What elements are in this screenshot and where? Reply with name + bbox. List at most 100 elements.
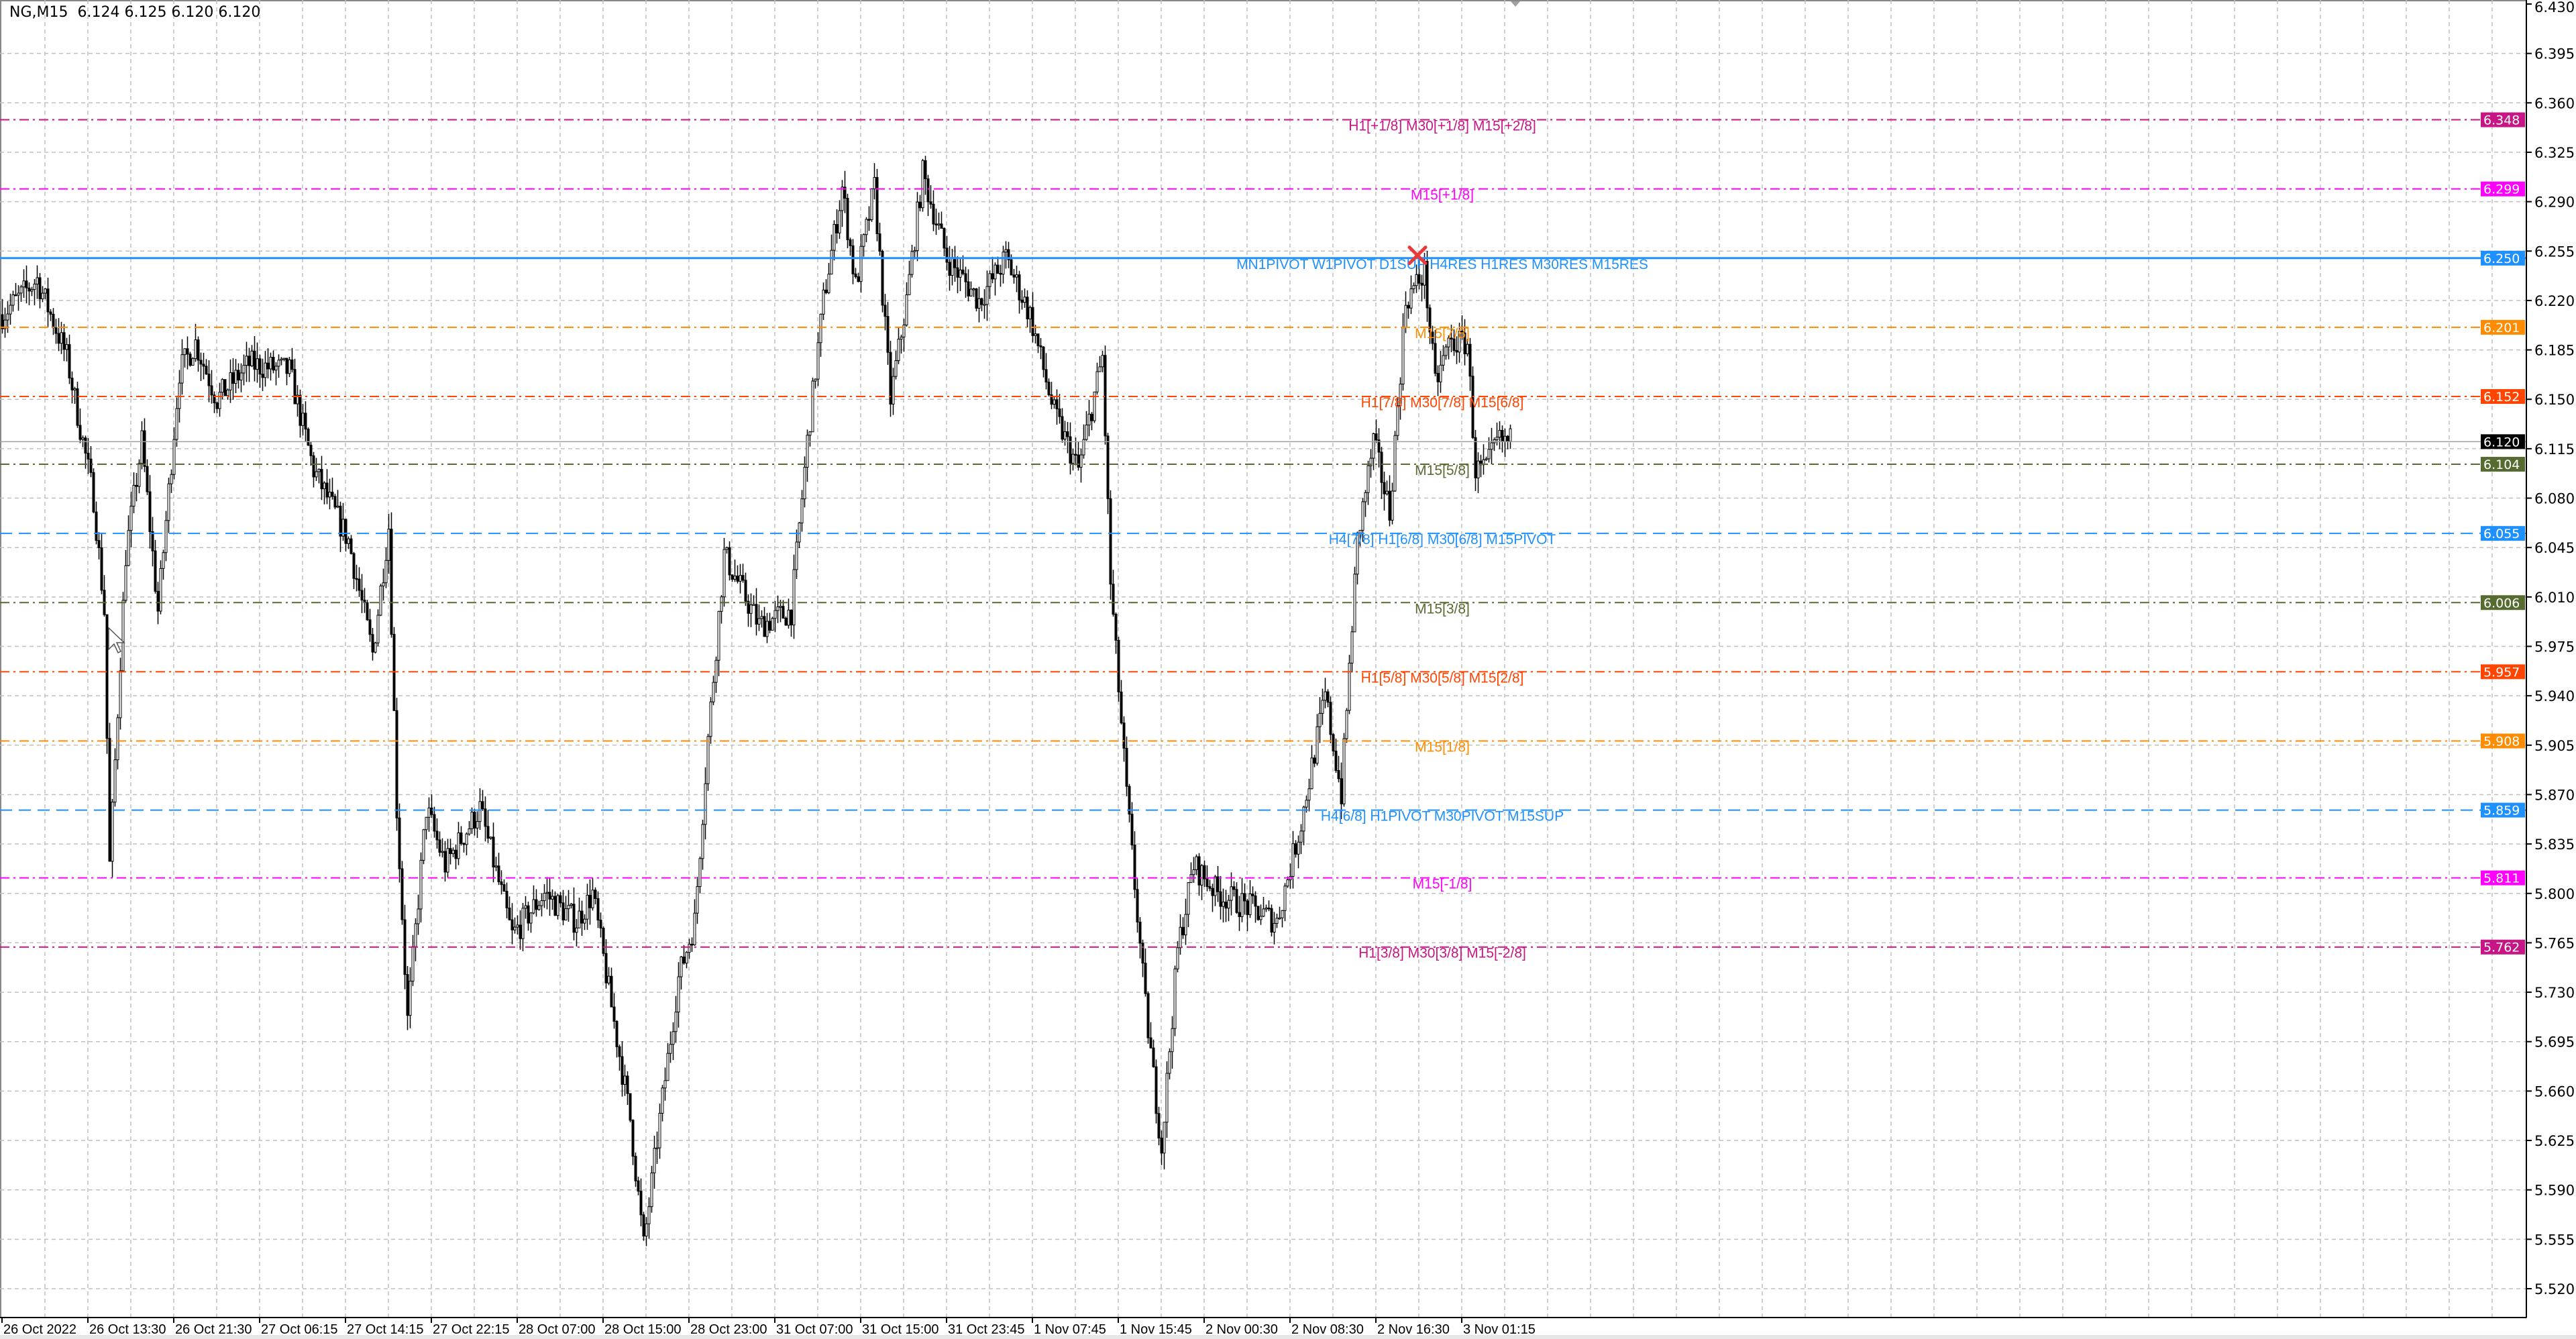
candle bbox=[1431, 325, 1434, 350]
chart-shift-icon[interactable] bbox=[1511, 1, 1520, 7]
candle bbox=[1361, 498, 1364, 542]
candle bbox=[537, 900, 541, 911]
candle bbox=[977, 286, 981, 323]
candle-body bbox=[634, 1156, 637, 1181]
candle-body bbox=[1216, 876, 1220, 892]
candle-body bbox=[1474, 437, 1477, 478]
candle bbox=[1391, 482, 1394, 525]
candle bbox=[1133, 831, 1136, 898]
candle bbox=[575, 919, 578, 947]
candle bbox=[1055, 389, 1059, 425]
candle bbox=[33, 278, 36, 306]
candle bbox=[1455, 336, 1458, 364]
candle-body bbox=[339, 505, 342, 537]
candle bbox=[959, 257, 962, 292]
candle bbox=[956, 256, 959, 294]
candle bbox=[591, 877, 594, 911]
candle-body bbox=[9, 305, 12, 315]
candle-body bbox=[1090, 413, 1093, 421]
y-tick-label: 6.290 bbox=[2534, 195, 2575, 211]
candle-body bbox=[682, 956, 686, 964]
candle bbox=[1283, 883, 1287, 922]
candle bbox=[1434, 329, 1437, 376]
candle bbox=[945, 235, 949, 271]
candle-body bbox=[210, 385, 213, 396]
candle-body bbox=[594, 890, 597, 899]
candle-body bbox=[824, 289, 828, 293]
candle bbox=[368, 608, 372, 642]
candle bbox=[1189, 862, 1193, 883]
y-tick-label: 6.325 bbox=[2534, 145, 2575, 161]
candle-body bbox=[186, 348, 189, 355]
candle-body bbox=[1436, 372, 1440, 382]
candle bbox=[932, 190, 935, 231]
candle-body bbox=[108, 738, 111, 862]
candle-body bbox=[14, 294, 17, 297]
candle-body bbox=[111, 802, 114, 862]
candle-body bbox=[183, 348, 186, 356]
candle bbox=[328, 478, 331, 510]
y-tick-label: 5.905 bbox=[2534, 738, 2575, 754]
candle-body bbox=[1141, 943, 1144, 964]
candle bbox=[1321, 688, 1324, 725]
level-price-tag bbox=[2481, 319, 2525, 335]
candle bbox=[468, 820, 471, 836]
candle bbox=[985, 270, 989, 321]
candle-body bbox=[612, 1006, 616, 1022]
candle-body bbox=[1380, 451, 1383, 483]
candle-body bbox=[814, 378, 817, 382]
candle-body bbox=[1, 314, 4, 329]
candle-body bbox=[763, 616, 766, 637]
candle-body bbox=[312, 455, 315, 478]
level-price-label: 6.104 bbox=[2483, 458, 2520, 472]
candle-body bbox=[924, 160, 927, 180]
candle-body bbox=[524, 905, 527, 909]
candle bbox=[610, 967, 613, 1008]
scrollbar-strip[interactable] bbox=[0, 1335, 2576, 1339]
candle bbox=[728, 541, 731, 581]
candle bbox=[1388, 475, 1391, 527]
candle-body bbox=[639, 1191, 643, 1216]
candle bbox=[1324, 678, 1327, 708]
candle-body bbox=[350, 538, 353, 554]
candle-body bbox=[959, 269, 962, 278]
candle bbox=[460, 826, 463, 846]
candle bbox=[1275, 914, 1279, 928]
candle bbox=[409, 967, 412, 1028]
candle-body bbox=[967, 281, 970, 297]
candle bbox=[527, 902, 530, 931]
candle-body bbox=[60, 332, 63, 344]
candle-body bbox=[1396, 405, 1399, 436]
candle bbox=[347, 536, 350, 549]
candle-body bbox=[765, 621, 769, 637]
x-tick-label: 2 Nov 00:30 bbox=[1205, 1322, 1278, 1337]
candle-body bbox=[178, 382, 181, 409]
candle-body bbox=[999, 272, 1002, 275]
candle bbox=[519, 910, 522, 950]
candle bbox=[991, 256, 994, 284]
candle-body bbox=[969, 288, 973, 297]
candle bbox=[516, 915, 519, 935]
candle bbox=[1071, 449, 1075, 471]
candle-body bbox=[1010, 259, 1013, 276]
candle bbox=[392, 627, 396, 712]
candle bbox=[545, 877, 549, 910]
candle bbox=[140, 421, 144, 470]
candle-body bbox=[1468, 343, 1472, 377]
y-tick-label: 6.430 bbox=[2534, 0, 2575, 15]
candle bbox=[484, 796, 487, 842]
candle bbox=[1329, 696, 1332, 743]
candle-body bbox=[918, 201, 922, 209]
candle-body bbox=[207, 373, 211, 386]
candle bbox=[288, 357, 291, 378]
candle bbox=[1302, 806, 1305, 846]
candle bbox=[722, 537, 726, 607]
candle-body bbox=[154, 550, 157, 592]
candle-body bbox=[1388, 490, 1391, 521]
candle bbox=[749, 593, 753, 627]
candle bbox=[1256, 906, 1260, 921]
candle-body bbox=[304, 413, 307, 430]
candle bbox=[621, 1040, 624, 1097]
candle-body bbox=[921, 160, 924, 209]
